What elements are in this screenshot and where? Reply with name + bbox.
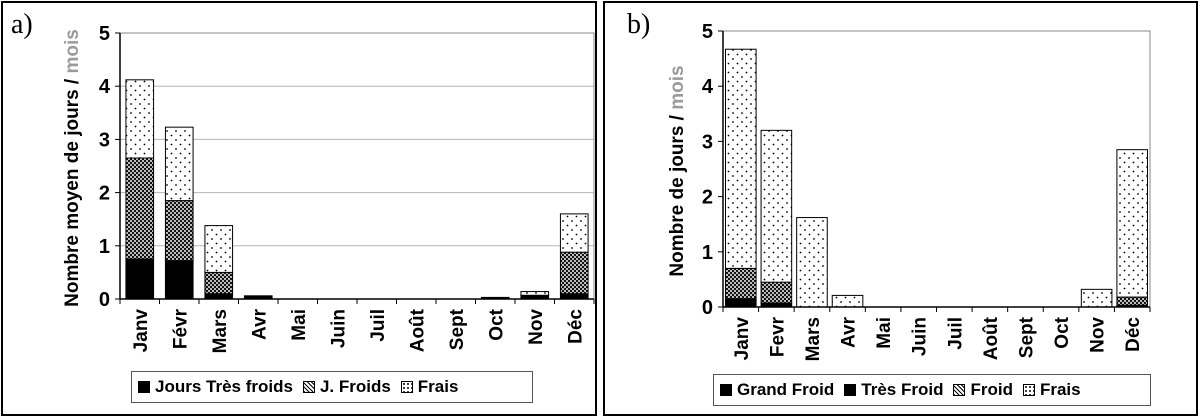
bar-segment-frais	[1116, 149, 1149, 298]
bar-segment-frais	[204, 225, 234, 273]
legend-b-swatch-3	[1022, 384, 1035, 396]
x-tick-label: Mai	[289, 309, 310, 341]
legend-b-item-0: Grand Froid	[720, 380, 834, 400]
bar-segment-frais	[724, 48, 757, 269]
y-tick-label: 0	[99, 289, 110, 311]
y-axis-label-unit: mois	[62, 29, 83, 73]
x-tick-label: Mai	[874, 317, 895, 349]
legend-a-label-2: Frais	[417, 377, 459, 396]
bar-segment-j-froids	[559, 251, 589, 295]
y-axis-label-main: Nombre moyen de jours /	[62, 74, 83, 307]
bar-segment-frais	[1080, 288, 1113, 308]
bar-segment-frais	[164, 126, 194, 202]
legend-a-label-1: J. Froids	[319, 377, 391, 396]
bar-segment-frais	[559, 213, 589, 253]
x-tick-label: Juin	[910, 317, 931, 356]
x-tick-label: Sept	[447, 308, 468, 350]
bar-segment-jours-tr-s-froids	[559, 293, 589, 300]
y-axis-label-main: Nombre de jours /	[667, 110, 688, 277]
x-tick-label: Fevr	[767, 316, 788, 357]
chart-panel-a: a) 0 1 2 3 4 5 Janv Févr Mars Avr Mai Juin Juil Août S…	[1, 1, 597, 416]
y-tick-label: 2	[702, 187, 713, 209]
y-axis-label: Nombre moyen de jours / mois	[62, 29, 83, 307]
bar-segment-froid	[760, 281, 793, 304]
y-tick-label: 5	[99, 23, 110, 45]
bar-segment-froid	[724, 267, 757, 300]
y-axis-label-unit: mois	[667, 65, 688, 109]
y-tick-label: 4	[99, 76, 111, 98]
bar-segment-jours-tr-s-froids	[125, 258, 155, 300]
panel-a-label: a)	[11, 9, 33, 40]
y-tick-label: 3	[99, 129, 110, 151]
legend-b-label-3: Frais	[1039, 380, 1081, 399]
legend-a-swatch-0	[138, 381, 150, 393]
legend-a-item-1: J. Froids	[302, 377, 391, 397]
legend-b-label-0: Grand Froid	[737, 380, 835, 399]
x-tick-label: Nov	[1088, 317, 1109, 353]
legend-a-label-0: Jours Très froids	[155, 377, 293, 396]
bar-segment-frais	[796, 217, 828, 308]
x-tick-label: Avr	[839, 316, 860, 348]
bar-segment-frais	[520, 291, 550, 296]
x-tick-label: Sept	[1016, 316, 1037, 358]
x-tick-label: Déc	[1123, 317, 1144, 352]
bar-segment-froid	[1116, 296, 1149, 306]
x-tick-label: Juil	[368, 309, 389, 342]
panel-b-label: b)	[627, 9, 651, 40]
legend-b-item-2: Froid	[953, 380, 1013, 400]
x-tick-label: Avr	[249, 308, 270, 340]
x-tick-label: Oct	[486, 308, 507, 340]
x-tick-label: Janv	[131, 309, 152, 353]
chart-a-svg: 0 1 2 3 4 5 Janv Févr Mars Avr Mai Juin Juil Août Sept…	[62, 23, 595, 353]
bar-segment-jours-tr-s-froids	[164, 260, 194, 300]
chart-a-legend: Jours Très froids J. Froids Frais	[131, 371, 533, 403]
bar-segment-j-froids	[125, 157, 155, 260]
bar-segment-frais	[831, 294, 864, 308]
y-tick-label: 4	[702, 76, 714, 98]
y-axis-label: Nombre de jours / mois	[667, 65, 688, 276]
x-tick-label: Oct	[1052, 316, 1073, 348]
bar-segment-frais	[125, 79, 155, 159]
bar-segment-tr-s-froid	[724, 298, 757, 305]
legend-a-item-0: Jours Très froids	[138, 377, 293, 397]
y-tick-label: 0	[702, 297, 713, 319]
bar-segment-j-froids	[164, 200, 194, 262]
x-tick-label: Juil	[945, 317, 966, 350]
x-tick-label: Janv	[732, 317, 753, 361]
x-tick-label: Juin	[328, 309, 349, 348]
bar-segment-frais	[760, 129, 793, 283]
legend-b-swatch-2	[953, 384, 966, 396]
x-tick-label: Févr	[170, 308, 191, 349]
legend-a-item-2: Frais	[400, 377, 459, 397]
x-tick-label: Août	[407, 308, 428, 352]
legend-a-swatch-2	[400, 381, 413, 393]
y-tick-label: 3	[702, 131, 713, 153]
x-tick-label: Août	[981, 316, 1002, 360]
chart-panel-b: b) 0 1 2 3 4 5 Janv Fevr Mars Avr Mai Juin Juil Août S…	[603, 1, 1198, 416]
legend-b-label-2: Froid	[970, 380, 1013, 399]
y-tick-label: 1	[99, 236, 110, 258]
y-tick-label: 2	[99, 183, 110, 205]
y-tick-label: 5	[702, 21, 713, 43]
x-tick-label: Mars	[803, 317, 824, 361]
x-tick-label: Déc	[565, 309, 586, 344]
x-tick-label: Nov	[526, 309, 547, 345]
legend-a-swatch-1	[302, 381, 315, 393]
y-tick-label: 1	[702, 242, 713, 264]
chart-b-svg: 0 1 2 3 4 5 Janv Fevr Mars Avr Mai Juin Juil Août Sept…	[667, 21, 1151, 361]
bar-segment-j-froids	[204, 271, 234, 295]
legend-b-swatch-1	[844, 384, 857, 396]
x-tick-label: Mars	[210, 309, 231, 353]
legend-b-item-1: Très Froid	[844, 380, 943, 400]
bar-segment-jours-tr-s-froids	[204, 293, 234, 300]
chart-b-legend: Grand Froid Très Froid Froid Frais	[713, 374, 1151, 406]
legend-b-label-1: Très Froid	[861, 380, 944, 399]
legend-b-item-3: Frais	[1022, 380, 1081, 400]
legend-b-swatch-0	[720, 384, 732, 396]
